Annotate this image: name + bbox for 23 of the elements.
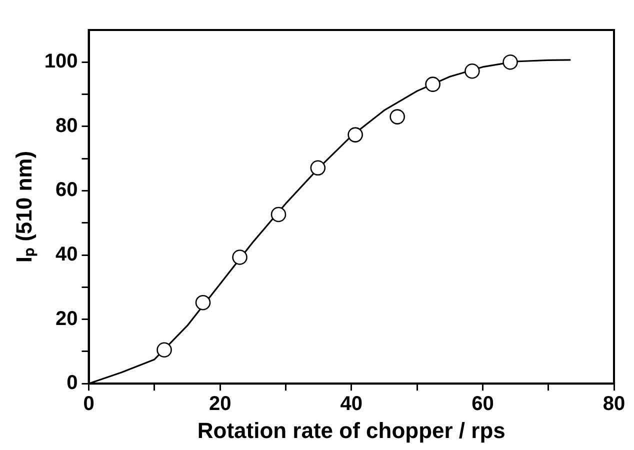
x-tick-label: 40	[340, 393, 363, 416]
x-tick-label: 80	[602, 393, 626, 416]
y-tick-label: 20	[56, 308, 78, 330]
point	[310, 160, 326, 176]
y-tick-label: 100	[44, 50, 78, 73]
point	[390, 109, 405, 124]
point	[425, 76, 440, 92]
x-axis-title: Rotation rate of chopper / rps	[197, 418, 506, 443]
y-tick-label: 80	[56, 114, 78, 137]
y-tick-label: 60	[56, 179, 78, 202]
point	[195, 294, 211, 310]
point	[502, 54, 518, 70]
point	[232, 250, 248, 265]
point	[348, 127, 363, 142]
point	[270, 206, 286, 222]
point	[464, 63, 480, 79]
y-tick-label: 40	[56, 244, 78, 266]
x-tick-label: 60	[472, 393, 494, 416]
y-axis-title: Iₚ (510 nm)	[11, 150, 38, 263]
y-tick-label: 0	[66, 372, 78, 394]
point	[156, 342, 172, 358]
x-tick-label: 0	[83, 393, 94, 416]
x-tick-label: 20	[208, 393, 232, 416]
